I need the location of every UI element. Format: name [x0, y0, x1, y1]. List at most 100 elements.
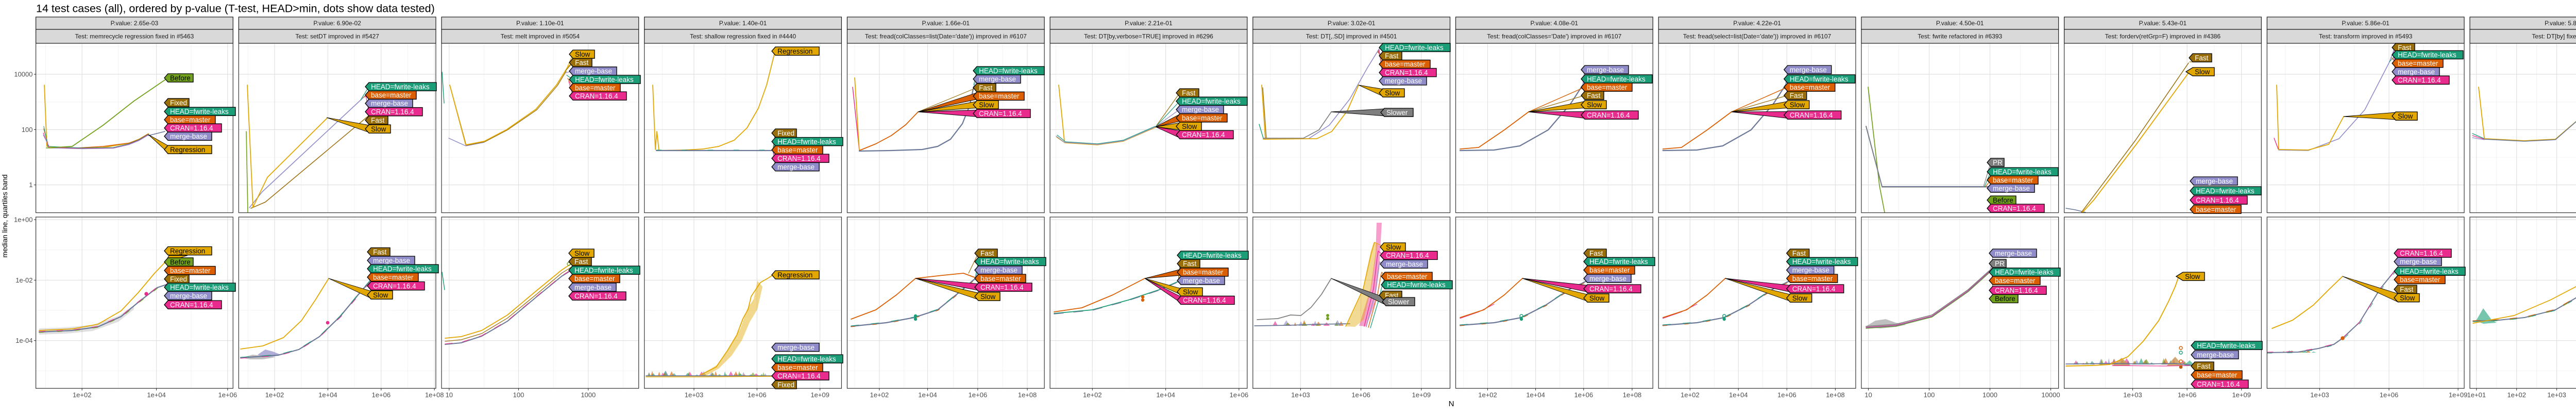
svg-text:base=master: base=master: [1792, 275, 1833, 283]
svg-text:base=master: base=master: [777, 364, 818, 372]
svg-text:Before: Before: [1993, 196, 2013, 204]
svg-text:CRAN=1.16.4: CRAN=1.16.4: [170, 301, 213, 309]
svg-text:10000: 10000: [14, 71, 32, 78]
svg-text:1e+06: 1e+06: [748, 391, 767, 399]
svg-text:1e+01: 1e+01: [2467, 391, 2486, 399]
svg-text:base=master: base=master: [1993, 176, 2033, 184]
svg-text:1e+08: 1e+08: [1018, 391, 1037, 399]
svg-text:HEAD=fwrite-leaks: HEAD=fwrite-leaks: [2196, 187, 2255, 195]
svg-text:merge-base: merge-base: [1386, 260, 1423, 268]
svg-text:Fast: Fast: [980, 250, 994, 257]
svg-text:base=master: base=master: [1182, 114, 1223, 122]
svg-text:base=master: base=master: [574, 275, 615, 283]
svg-text:1e+09: 1e+09: [2232, 391, 2251, 399]
svg-text:Fast: Fast: [2400, 286, 2414, 293]
svg-text:10000: 10000: [2041, 391, 2060, 399]
svg-text:base=master: base=master: [1385, 60, 1426, 68]
svg-text:Test: fread(colClasses='Date'): Test: fread(colClasses='Date') improved …: [1487, 33, 1621, 40]
svg-text:Slow: Slow: [1183, 288, 1198, 296]
svg-text:Before: Before: [170, 74, 191, 82]
svg-text:CRAN=1.16.4: CRAN=1.16.4: [1587, 111, 1630, 119]
svg-text:10: 10: [1865, 391, 1872, 399]
svg-text:P.value: 4.50e-01: P.value: 4.50e-01: [1936, 20, 1984, 27]
svg-text:Slow: Slow: [1790, 101, 1805, 109]
svg-text:CRAN=1.16.4: CRAN=1.16.4: [1993, 205, 2036, 212]
svg-text:merge-base: merge-base: [1589, 275, 1626, 283]
svg-text:1e+08: 1e+08: [425, 391, 444, 399]
svg-text:Regression: Regression: [170, 146, 205, 154]
svg-text:HEAD=fwrite-leaks: HEAD=fwrite-leaks: [1182, 97, 1241, 105]
svg-text:100: 100: [1924, 391, 1935, 399]
svg-text:CRAN=1.16.4: CRAN=1.16.4: [373, 282, 416, 290]
svg-text:merge-base: merge-base: [373, 257, 410, 264]
svg-text:1e+09: 1e+09: [2449, 391, 2468, 399]
svg-text:1e+06: 1e+06: [1574, 391, 1594, 399]
svg-text:Before: Before: [170, 258, 191, 266]
svg-text:PR: PR: [1995, 260, 2005, 268]
svg-text:14 test cases (all), ordered b: 14 test cases (all), ordered by p-value …: [36, 3, 435, 15]
svg-text:Test: DT[,.SD] improved in #45: Test: DT[,.SD] improved in #4501: [1306, 33, 1397, 40]
svg-text:Slow: Slow: [980, 293, 996, 301]
svg-text:P.value: 1.40e-01: P.value: 1.40e-01: [719, 20, 767, 27]
svg-text:1e+06: 1e+06: [218, 391, 238, 399]
svg-text:1e+02: 1e+02: [1681, 391, 1700, 399]
svg-text:Fast: Fast: [1792, 250, 1806, 257]
svg-text:merge-base: merge-base: [1385, 77, 1422, 85]
svg-text:Slow: Slow: [2400, 294, 2415, 302]
svg-text:PR: PR: [1993, 159, 2003, 167]
svg-text:1e-02: 1e-02: [15, 276, 32, 284]
svg-text:merge-base: merge-base: [777, 343, 815, 351]
svg-text:1e-04: 1e-04: [15, 337, 32, 344]
svg-text:Fast: Fast: [373, 248, 387, 256]
svg-text:Fast: Fast: [2398, 44, 2412, 52]
svg-text:CRAN=1.16.4: CRAN=1.16.4: [979, 110, 1022, 118]
svg-text:Slow: Slow: [2185, 273, 2200, 280]
svg-text:1e+06: 1e+06: [372, 391, 391, 399]
svg-text:1e+02: 1e+02: [1083, 391, 1102, 399]
svg-text:HEAD=fwrite-leaks: HEAD=fwrite-leaks: [2400, 268, 2459, 275]
svg-text:1e+06: 1e+06: [2178, 391, 2197, 399]
svg-text:merge-base: merge-base: [1995, 250, 2032, 257]
svg-text:Fast: Fast: [979, 84, 993, 92]
svg-text:HEAD=fwrite-leaks: HEAD=fwrite-leaks: [1183, 252, 1242, 259]
svg-text:CRAN=1.16.4: CRAN=1.16.4: [1385, 69, 1428, 76]
svg-text:Slow: Slow: [2398, 112, 2413, 120]
svg-text:base=master: base=master: [777, 146, 818, 154]
svg-text:Test: DT[by,verbose=TRUE] impr: Test: DT[by,verbose=TRUE] improved in #6…: [1084, 33, 1213, 40]
svg-text:1e+02: 1e+02: [1478, 391, 1497, 399]
svg-text:base=master: base=master: [1587, 84, 1628, 91]
svg-text:HEAD=fwrite-leaks: HEAD=fwrite-leaks: [170, 108, 229, 115]
svg-text:merge-base: merge-base: [170, 292, 207, 300]
svg-text:merge-base: merge-base: [2196, 177, 2233, 185]
svg-text:P.value: 3.02e-01: P.value: 3.02e-01: [1328, 20, 1376, 27]
svg-text:100: 100: [513, 391, 524, 399]
svg-text:HEAD=fwrite-leaks: HEAD=fwrite-leaks: [1792, 258, 1851, 265]
svg-text:1e+08: 1e+08: [1826, 391, 1845, 399]
svg-text:1e+04: 1e+04: [1729, 391, 1748, 399]
svg-text:1e+04: 1e+04: [147, 391, 166, 399]
svg-text:HEAD=fwrite-leaks: HEAD=fwrite-leaks: [1995, 269, 2054, 276]
svg-text:1e+09: 1e+09: [1412, 391, 1431, 399]
svg-text:CRAN=1.16.4: CRAN=1.16.4: [777, 372, 821, 380]
svg-text:CRAN=1.16.4: CRAN=1.16.4: [574, 292, 618, 300]
svg-text:merge-base: merge-base: [1993, 185, 2030, 192]
svg-text:base=master: base=master: [170, 267, 211, 274]
svg-text:P.value: 2.65e-03: P.value: 2.65e-03: [111, 20, 159, 27]
svg-text:HEAD=fwrite-leaks: HEAD=fwrite-leaks: [574, 267, 633, 274]
svg-text:merge-base: merge-base: [575, 68, 612, 75]
svg-text:merge-base: merge-base: [1792, 267, 1829, 274]
svg-text:1e+06: 1e+06: [1230, 391, 1249, 399]
svg-text:Slow: Slow: [371, 125, 386, 133]
svg-text:1e+03: 1e+03: [2123, 391, 2142, 399]
svg-text:base=master: base=master: [371, 91, 412, 99]
svg-text:base=master: base=master: [1183, 269, 1224, 276]
svg-text:CRAN=1.16.4: CRAN=1.16.4: [575, 92, 618, 100]
svg-text:Fixed: Fixed: [170, 275, 187, 283]
svg-text:Test: shallow regression fixed: Test: shallow regression fixed in #4440: [690, 33, 796, 40]
svg-text:P.value: 5.88e-01: P.value: 5.88e-01: [2545, 20, 2576, 27]
svg-text:CRAN=1.16.4: CRAN=1.16.4: [1386, 252, 1429, 259]
svg-text:1e+06: 1e+06: [2380, 391, 2399, 399]
svg-text:base=master: base=master: [2400, 276, 2441, 284]
svg-text:HEAD=fwrite-leaks: HEAD=fwrite-leaks: [979, 67, 1038, 75]
svg-text:HEAD=fwrite-leaks: HEAD=fwrite-leaks: [373, 265, 432, 273]
